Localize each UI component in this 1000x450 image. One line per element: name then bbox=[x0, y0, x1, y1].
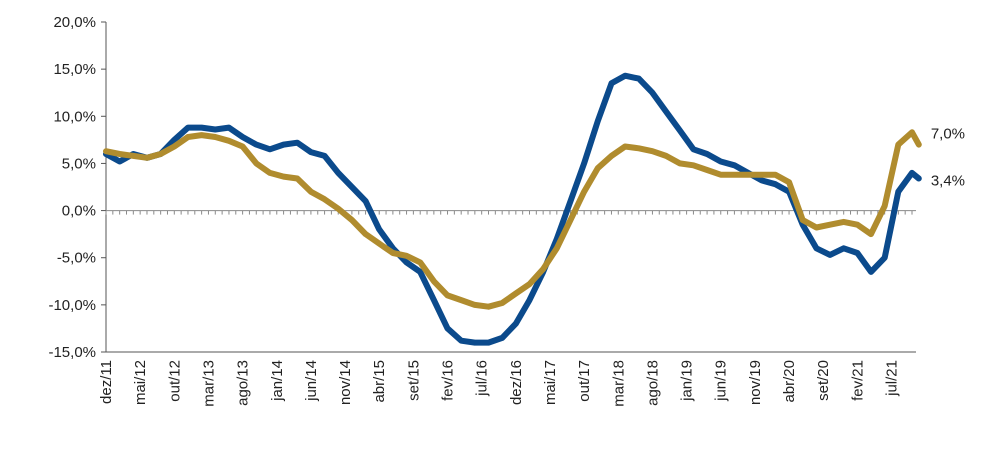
x-tick-label: out/12 bbox=[166, 360, 183, 402]
x-tick-label: abr/15 bbox=[371, 360, 388, 403]
x-tick-label: mar/13 bbox=[200, 360, 217, 407]
x-tick-label: mai/12 bbox=[132, 360, 149, 405]
y-tick-label: 10,0% bbox=[53, 108, 96, 125]
x-tick-label: dez/11 bbox=[98, 360, 115, 404]
y-tick-label: -5,0% bbox=[57, 250, 96, 267]
x-tick-label: mai/17 bbox=[542, 360, 559, 405]
x-tick-label: nov/14 bbox=[337, 360, 354, 405]
x-tick-label: ago/18 bbox=[644, 360, 661, 406]
x-tick-label: fev/21 bbox=[849, 360, 866, 401]
x-tick-label: dez/16 bbox=[508, 360, 525, 405]
x-tick-label: jun/14 bbox=[303, 360, 320, 402]
end-label-0: 3,4% bbox=[931, 173, 965, 190]
series-line-1 bbox=[103, 129, 922, 310]
y-tick-label: 0,0% bbox=[62, 203, 96, 220]
x-tick-label: fev/16 bbox=[440, 360, 457, 401]
end-labels: 3,4% 7,0% bbox=[931, 126, 965, 190]
y-tick-label: -15,0% bbox=[48, 344, 96, 361]
y-tick-label: 15,0% bbox=[53, 61, 96, 78]
end-label-1: 7,0% bbox=[931, 126, 965, 143]
series-lines bbox=[103, 72, 922, 346]
y-axis: -15,0% -10,0% -5,0% 0,0% 5,0% 10,0% 15,0% 20,0% bbox=[48, 14, 107, 361]
x-tick-label: abr/20 bbox=[781, 360, 798, 403]
x-tick-label: set/20 bbox=[815, 360, 832, 401]
x-tick-label: mar/18 bbox=[610, 360, 627, 407]
y-tick-label: 5,0% bbox=[62, 155, 96, 172]
x-tick-label: nov/19 bbox=[747, 360, 764, 405]
x-tick-label: jul/21 bbox=[884, 360, 901, 397]
x-tick-label: ago/13 bbox=[235, 360, 252, 406]
x-tick-label: jun/19 bbox=[713, 360, 730, 402]
y-tick-label: -10,0% bbox=[48, 297, 96, 314]
x-tick-label: set/15 bbox=[405, 360, 422, 401]
x-tick-label: jan/19 bbox=[679, 360, 696, 402]
x-tick-label: jan/14 bbox=[269, 360, 286, 402]
x-axis: dez/11 mai/12 out/12 mar/13 ago/13 jan/14 jun/… bbox=[98, 210, 916, 407]
x-tick-label: out/17 bbox=[576, 360, 593, 402]
series-line-0 bbox=[103, 72, 922, 346]
y-tick-label: 20,0% bbox=[53, 14, 96, 31]
x-tick-label: jul/16 bbox=[474, 360, 491, 397]
